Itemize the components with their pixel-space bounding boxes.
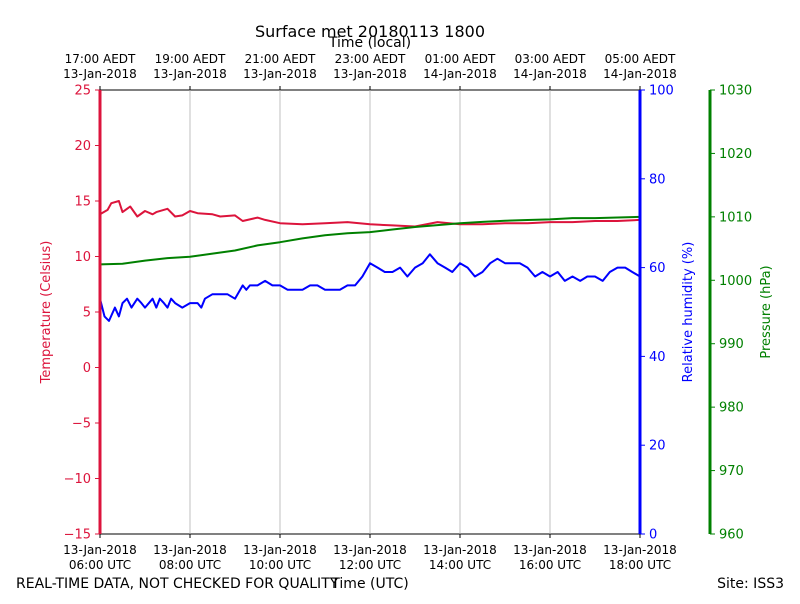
y-axis-label-humidity: Relative humidity (%) bbox=[681, 242, 696, 383]
y-tick-label-temperature: 25 bbox=[74, 84, 91, 99]
y-tick-label-humidity: 60 bbox=[649, 261, 666, 276]
top-tick-time: 23:00 AEDT bbox=[335, 52, 406, 66]
series-line-temperature bbox=[99, 200, 641, 228]
y-tick-label-pressure: 1000 bbox=[719, 274, 752, 289]
x-tick-time: 14:00 UTC bbox=[429, 558, 491, 572]
y-tick-label-pressure: 970 bbox=[719, 464, 744, 479]
top-tick-date: 13-Jan-2018 bbox=[243, 67, 317, 81]
chart-title: Surface met 20180113 1800 bbox=[255, 22, 485, 41]
y-tick-label-temperature: 20 bbox=[74, 139, 91, 154]
x-tick-date: 13-Jan-2018 bbox=[423, 543, 497, 557]
top-tick-date: 14-Jan-2018 bbox=[513, 67, 587, 81]
x-axis-label: Time (UTC) bbox=[330, 576, 408, 592]
top-tick-time: 19:00 AEDT bbox=[155, 52, 226, 66]
series-line-pressure bbox=[99, 215, 641, 266]
y-axis-label-temperature: Temperature (Celsius) bbox=[39, 241, 54, 385]
y-tick-label-pressure: 1020 bbox=[719, 147, 752, 162]
y-tick-label-humidity: 80 bbox=[649, 172, 666, 187]
top-tick-date: 13-Jan-2018 bbox=[333, 67, 407, 81]
y-tick-label-temperature: −5 bbox=[72, 417, 91, 432]
x-tick-time: 18:00 UTC bbox=[609, 558, 671, 572]
grid-lines bbox=[189, 90, 551, 534]
top-tick-time: 03:00 AEDT bbox=[515, 52, 586, 66]
top-tick-date: 14-Jan-2018 bbox=[603, 67, 677, 81]
x-tick-time: 12:00 UTC bbox=[339, 558, 401, 572]
y-tick-label-pressure: 990 bbox=[719, 337, 744, 352]
y-tick-label-pressure: 1010 bbox=[719, 210, 752, 225]
quality-disclaimer: REAL-TIME DATA, NOT CHECKED FOR QUALITY bbox=[16, 576, 339, 592]
y-tick-label-humidity: 40 bbox=[649, 350, 666, 365]
x-tick-time: 16:00 UTC bbox=[519, 558, 581, 572]
y-tick-label-temperature: 10 bbox=[74, 250, 91, 265]
x-tick-date: 13-Jan-2018 bbox=[63, 543, 137, 557]
top-tick-date: 13-Jan-2018 bbox=[63, 67, 137, 81]
top-tick-time: 21:00 AEDT bbox=[245, 52, 316, 66]
top-axis-label: Time (local) bbox=[328, 35, 411, 51]
x-tick-date: 13-Jan-2018 bbox=[153, 543, 227, 557]
axes-group: −15 −10 −5 0 5 10 15 20 25 Temperature (Celsius) 0… bbox=[39, 84, 774, 543]
y-tick-label-humidity: 0 bbox=[649, 528, 657, 543]
top-tick-time: 05:00 AEDT bbox=[605, 52, 676, 66]
top-tick-date: 13-Jan-2018 bbox=[153, 67, 227, 81]
x-tick-time: 06:00 UTC bbox=[69, 558, 131, 572]
y-tick-label-pressure: 1030 bbox=[719, 84, 752, 99]
x-tick-date: 13-Jan-2018 bbox=[513, 543, 587, 557]
y-tick-label-temperature: −15 bbox=[64, 528, 91, 543]
y-tick-label-temperature: −10 bbox=[64, 472, 91, 487]
x-tick-date: 13-Jan-2018 bbox=[333, 543, 407, 557]
y-tick-label-pressure: 960 bbox=[719, 528, 744, 543]
x-tick-date: 13-Jan-2018 bbox=[603, 543, 677, 557]
y-tick-label-temperature: 15 bbox=[74, 195, 91, 210]
series-group bbox=[99, 200, 641, 322]
y-tick-label-humidity: 20 bbox=[649, 439, 666, 454]
x-tick-date: 13-Jan-2018 bbox=[243, 543, 317, 557]
y-tick-label-temperature: 0 bbox=[83, 361, 91, 376]
x-tick-time: 10:00 UTC bbox=[249, 558, 311, 572]
y-axis-label-pressure: Pressure (hPa) bbox=[759, 265, 774, 358]
site-label: Site: ISS3 bbox=[717, 576, 784, 592]
x-tick-time: 08:00 UTC bbox=[159, 558, 221, 572]
top-tick-date: 14-Jan-2018 bbox=[423, 67, 497, 81]
y-tick-label-pressure: 980 bbox=[719, 401, 744, 416]
y-tick-label-humidity: 100 bbox=[649, 84, 674, 99]
series-line-humidity bbox=[99, 253, 641, 322]
top-tick-time: 17:00 AEDT bbox=[65, 52, 136, 66]
top-tick-time: 01:00 AEDT bbox=[425, 52, 496, 66]
y-tick-label-temperature: 5 bbox=[83, 306, 91, 321]
